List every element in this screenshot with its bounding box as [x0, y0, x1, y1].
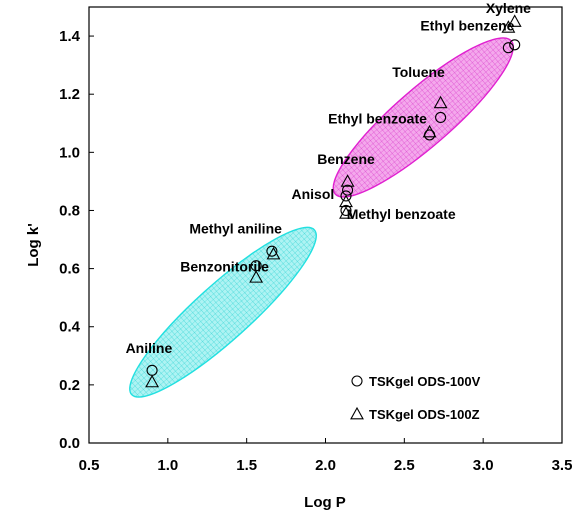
- y-tick-label: 1.2: [59, 86, 80, 103]
- x-tick-label: 3.0: [473, 457, 494, 474]
- data-point-triangle: [422, 124, 437, 138]
- data-point-triangle: [507, 14, 522, 27]
- point-label: Xylene: [486, 0, 531, 16]
- data-point-triangle: [145, 374, 160, 388]
- data-point-circle: [342, 184, 354, 196]
- x-tick-label: 2.0: [315, 457, 336, 474]
- x-tick-label: 2.5: [394, 457, 415, 474]
- data-point-circle: [340, 204, 352, 217]
- point-label: Ethyl benzene: [420, 17, 514, 33]
- x-tick-label: 1.0: [157, 457, 178, 474]
- y-axis-title: Log k': [25, 223, 42, 267]
- data-point-circle: [502, 42, 514, 54]
- point-label: Aniline: [126, 340, 173, 356]
- highlight-regions: [129, 37, 514, 398]
- x-tick-label: 0.5: [79, 457, 100, 474]
- legend-label: TSKgel ODS-100V: [369, 374, 481, 389]
- point-label: Methyl benzoate: [347, 206, 456, 222]
- data-point-triangle: [433, 95, 448, 109]
- legend-marker-circle: [351, 375, 363, 387]
- point-label: Ethyl benzoate: [328, 110, 427, 126]
- legend: TSKgel ODS-100V TSKgel ODS-100Z: [350, 374, 481, 422]
- x-tick-label: 1.5: [236, 457, 257, 474]
- data-points: [145, 14, 522, 388]
- point-label: Toluene: [392, 64, 445, 80]
- y-tick-label: 0.4: [59, 319, 81, 336]
- y-tick-label: 1.4: [59, 28, 81, 45]
- data-point-triangle: [249, 270, 264, 283]
- legend-label: TSKgel ODS-100Z: [369, 407, 480, 422]
- y-tick-label: 0.2: [59, 377, 80, 394]
- data-point-triangle: [340, 174, 355, 187]
- x-tick-label: 3.5: [552, 457, 573, 474]
- data-point-circle: [266, 245, 278, 257]
- data-point-triangle: [266, 246, 281, 260]
- point-label: Benzene: [317, 151, 375, 167]
- y-tick-label: 0.0: [59, 435, 80, 452]
- chart-axes: 0.5 1.0 1.5 2.0 2.5 3.0 3.5 0.0 0.2 0.4 0.6 0.8 1.0 1…: [59, 6, 573, 474]
- x-axis-title: Log P: [304, 494, 346, 511]
- y-tick-label: 0.8: [59, 202, 80, 219]
- y-tick-label: 0.6: [59, 261, 80, 278]
- data-point-circle: [509, 39, 521, 51]
- highlight-region-1: [129, 226, 317, 398]
- data-point-triangle: [339, 194, 353, 208]
- point-annotations: Aniline Benzonitorile Methyl aniline Anisol…: [126, 0, 532, 356]
- legend-marker-triangle: [350, 406, 364, 420]
- data-point-circle: [340, 190, 352, 202]
- data-point-triangle: [339, 206, 353, 219]
- data-point-circle: [435, 111, 447, 124]
- y-tick-label: 1.0: [59, 144, 80, 161]
- point-label: Anisol: [291, 186, 334, 202]
- point-label: Methyl aniline: [189, 221, 282, 237]
- point-label: Benzonitorile: [180, 259, 269, 275]
